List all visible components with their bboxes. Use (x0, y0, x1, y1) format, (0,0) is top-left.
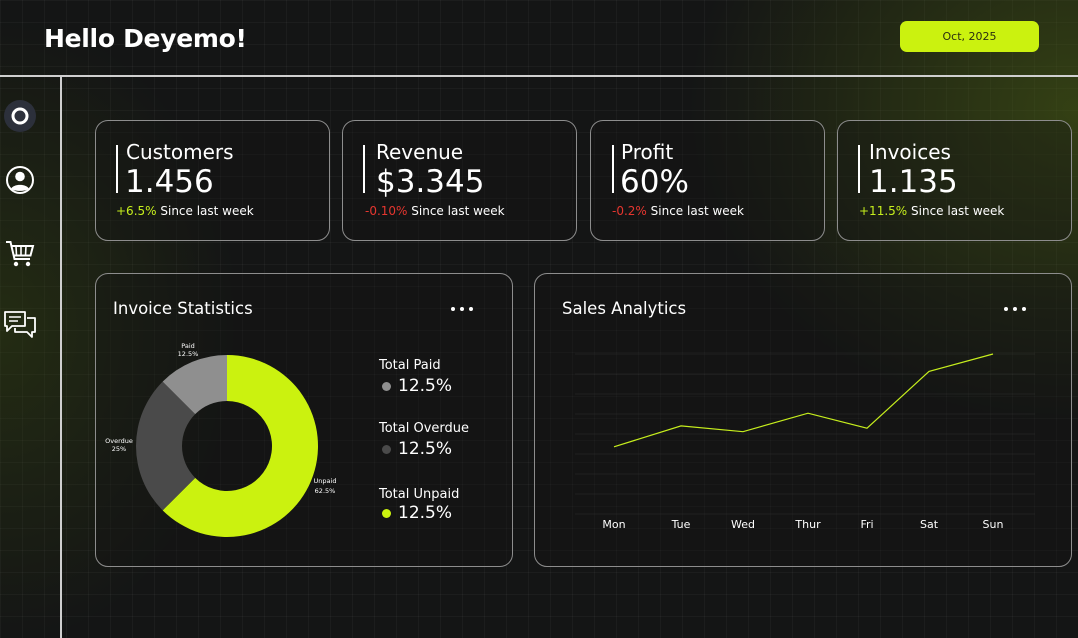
stat-value: 60% (620, 164, 689, 200)
slice-pct-unpaid: 62.5% (315, 487, 336, 495)
stat-accent-bar (858, 145, 860, 193)
header-divider (0, 75, 1078, 77)
stat-accent-bar (116, 145, 118, 193)
sidebar-item-messages[interactable] (3, 308, 37, 342)
sales-analytics-panel: Sales Analytics Mon Tue Wed Thur Fri Sat… (534, 273, 1072, 567)
date-selector-button[interactable]: Oct, 2025 (900, 21, 1039, 52)
legend-value-unpaid: 12.5% (398, 503, 453, 523)
chat-icon (4, 311, 36, 338)
slice-pct-paid: 12.5% (178, 350, 199, 358)
panel-title: Sales Analytics (562, 299, 687, 318)
slice-label-paid: Paid (181, 342, 195, 350)
stat-card-revenue: Revenue $3.345 -0.10% Since last week (342, 120, 577, 241)
stat-change: -0.2% (612, 204, 647, 218)
cart-icon (6, 241, 35, 267)
legend-label-unpaid: Total Unpaid (379, 487, 460, 502)
legend-value-paid: 12.5% (398, 376, 453, 396)
stat-since: Since last week (911, 204, 1005, 218)
x-tick-label: Wed (731, 518, 755, 531)
stat-accent-bar (363, 145, 365, 193)
greeting-title: Hello Deyemo! (44, 24, 247, 53)
stat-value: $3.345 (376, 164, 485, 200)
sidebar-item-cart[interactable] (3, 236, 37, 270)
sales-line-chart (575, 353, 1035, 515)
stat-value: 1.456 (125, 164, 214, 200)
legend-dot-overdue (382, 445, 391, 454)
stat-since: Since last week (411, 204, 505, 218)
x-tick-label: Mon (602, 518, 626, 531)
slice-label-overdue: Overdue (105, 437, 133, 445)
stat-card-invoices: Invoices 1.135 +11.5% Since last week (837, 120, 1072, 241)
sidebar-item-profile[interactable] (3, 163, 37, 197)
slice-pct-overdue: 25% (112, 445, 126, 453)
more-options-icon[interactable] (1004, 307, 1026, 311)
stat-change-row: +6.5% Since last week (116, 204, 254, 218)
panel-title: Invoice Statistics (113, 299, 253, 318)
legend-dot-paid (382, 382, 391, 391)
sidebar-item-home[interactable] (3, 99, 37, 133)
more-options-icon[interactable] (451, 307, 473, 311)
circle-icon (4, 100, 36, 132)
legend-label-paid: Total Paid (379, 358, 441, 373)
legend-value-overdue: 12.5% (398, 439, 453, 459)
stat-label: Customers (126, 140, 234, 164)
stat-change: +11.5% (859, 204, 908, 218)
donut-slice-overdue (136, 381, 196, 511)
x-tick-label: Sun (982, 518, 1004, 531)
legend-label-overdue: Total Overdue (379, 421, 470, 436)
stat-accent-bar (612, 145, 614, 193)
donut-slice-unpaid (162, 355, 318, 537)
x-tick-label: Sat (919, 518, 939, 531)
stat-change-row: -0.10% Since last week (365, 204, 505, 218)
invoice-donut-chart: Paid 12.5% Overdue 25% Unpaid 62.5% (105, 342, 337, 537)
stat-label: Revenue (376, 140, 464, 164)
x-tick-label: Tue (671, 518, 691, 531)
stat-value: 1.135 (869, 164, 958, 200)
stat-change: +6.5% (116, 204, 157, 218)
invoice-statistics-panel: Invoice Statistics Paid 12.5% Overdue 25… (95, 273, 513, 567)
donut-slice-paid (162, 355, 227, 415)
stat-change: -0.10% (365, 204, 408, 218)
legend-dot-unpaid (382, 509, 391, 518)
stat-change-row: -0.2% Since last week (612, 204, 744, 218)
user-icon (6, 166, 34, 194)
x-tick-label: Thur (795, 518, 821, 531)
stat-since: Since last week (160, 204, 254, 218)
stat-label: Profit (621, 140, 674, 164)
stat-change-row: +11.5% Since last week (859, 204, 1004, 218)
series-line (613, 353, 994, 448)
sidebar-divider (60, 75, 62, 638)
x-tick-label: Fri (860, 518, 874, 531)
stat-card-profit: Profit 60% -0.2% Since last week (590, 120, 825, 241)
stat-since: Since last week (650, 204, 744, 218)
stat-card-customers: Customers 1.456 +6.5% Since last week (95, 120, 330, 241)
slice-label-unpaid: Unpaid (314, 477, 337, 485)
stat-label: Invoices (869, 140, 951, 164)
